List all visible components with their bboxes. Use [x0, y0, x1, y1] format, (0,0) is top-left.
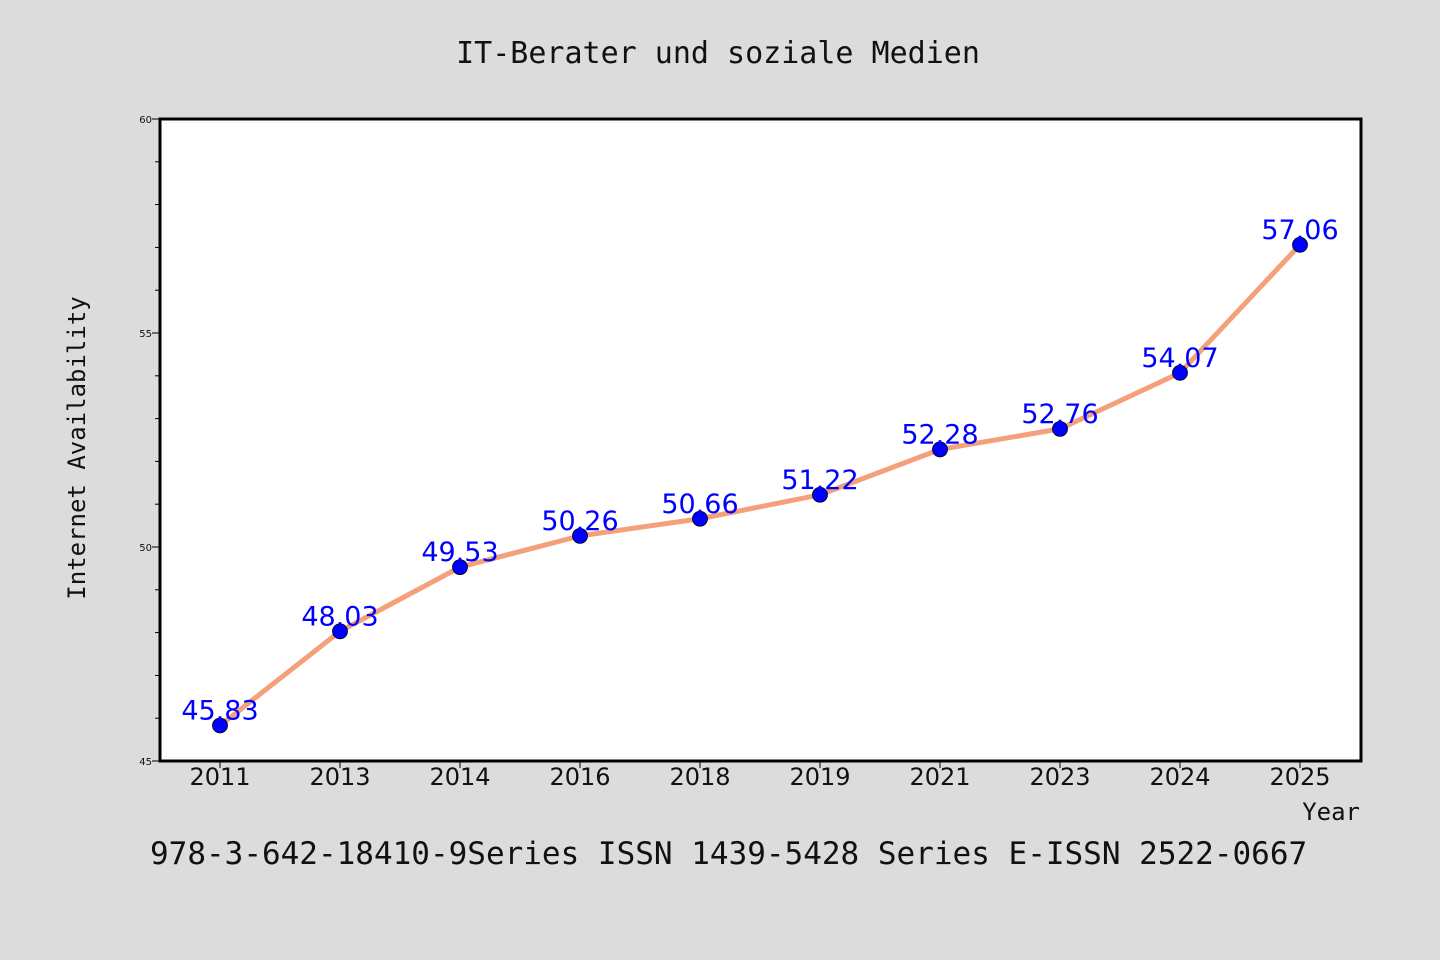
y-tick-label: 45 — [139, 757, 152, 768]
y-axis: 45 50 55 60 — [139, 115, 160, 768]
data-label: 52.28 — [901, 419, 978, 450]
x-tick-label: 2018 — [669, 763, 730, 791]
data-label: 52.76 — [1021, 399, 1098, 430]
data-point — [332, 623, 348, 640]
x-tick-label: 2014 — [429, 763, 490, 791]
x-tick-label: 2013 — [309, 763, 370, 791]
x-tick-label: 2016 — [549, 763, 610, 791]
data-label: 49.53 — [421, 537, 498, 568]
data-point — [932, 441, 948, 458]
plot-area — [158, 117, 1363, 763]
data-label: 48.03 — [301, 601, 378, 632]
series-layer: 45.83 48.03 49.53 50.26 50.66 51.22 52.28 52.76… — [181, 215, 1339, 734]
data-point — [572, 527, 588, 544]
data-point — [1052, 420, 1068, 437]
footer-isbn-text: 978-3-642-18410-9Series ISSN 1439-5428 S… — [150, 836, 1307, 872]
data-label: 51.22 — [781, 465, 858, 496]
data-label: 57.06 — [1261, 215, 1338, 246]
series-line — [217, 242, 1303, 728]
x-tick-label: 2021 — [909, 763, 970, 791]
data-label: 54.07 — [1141, 343, 1218, 374]
x-tick-label: 2024 — [1149, 763, 1210, 791]
chart-title: IT-Berater und soziale Medien — [456, 36, 980, 71]
data-point — [1292, 236, 1308, 253]
data-label: 50.66 — [661, 489, 738, 520]
data-point — [212, 717, 228, 734]
y-axis-label: Internet Availability — [63, 296, 91, 599]
x-tick-label: 2025 — [1269, 763, 1330, 791]
x-tick-label: 2023 — [1029, 763, 1090, 791]
data-point — [452, 559, 468, 576]
data-point — [812, 486, 828, 503]
y-tick-label: 55 — [139, 329, 152, 340]
data-label: 45.83 — [181, 695, 258, 726]
data-label: 50.26 — [541, 506, 618, 537]
x-axis: 2011 2013 2014 2016 2018 2019 2021 2023 2024 2025 — [189, 761, 1331, 791]
x-tick-label: 2011 — [189, 763, 250, 791]
y-tick-label: 50 — [139, 543, 152, 554]
x-axis-label: Year — [1302, 798, 1360, 826]
x-tick-label: 2019 — [789, 763, 850, 791]
data-point — [692, 510, 708, 527]
data-point — [1172, 364, 1188, 381]
y-tick-label: 60 — [139, 115, 152, 126]
